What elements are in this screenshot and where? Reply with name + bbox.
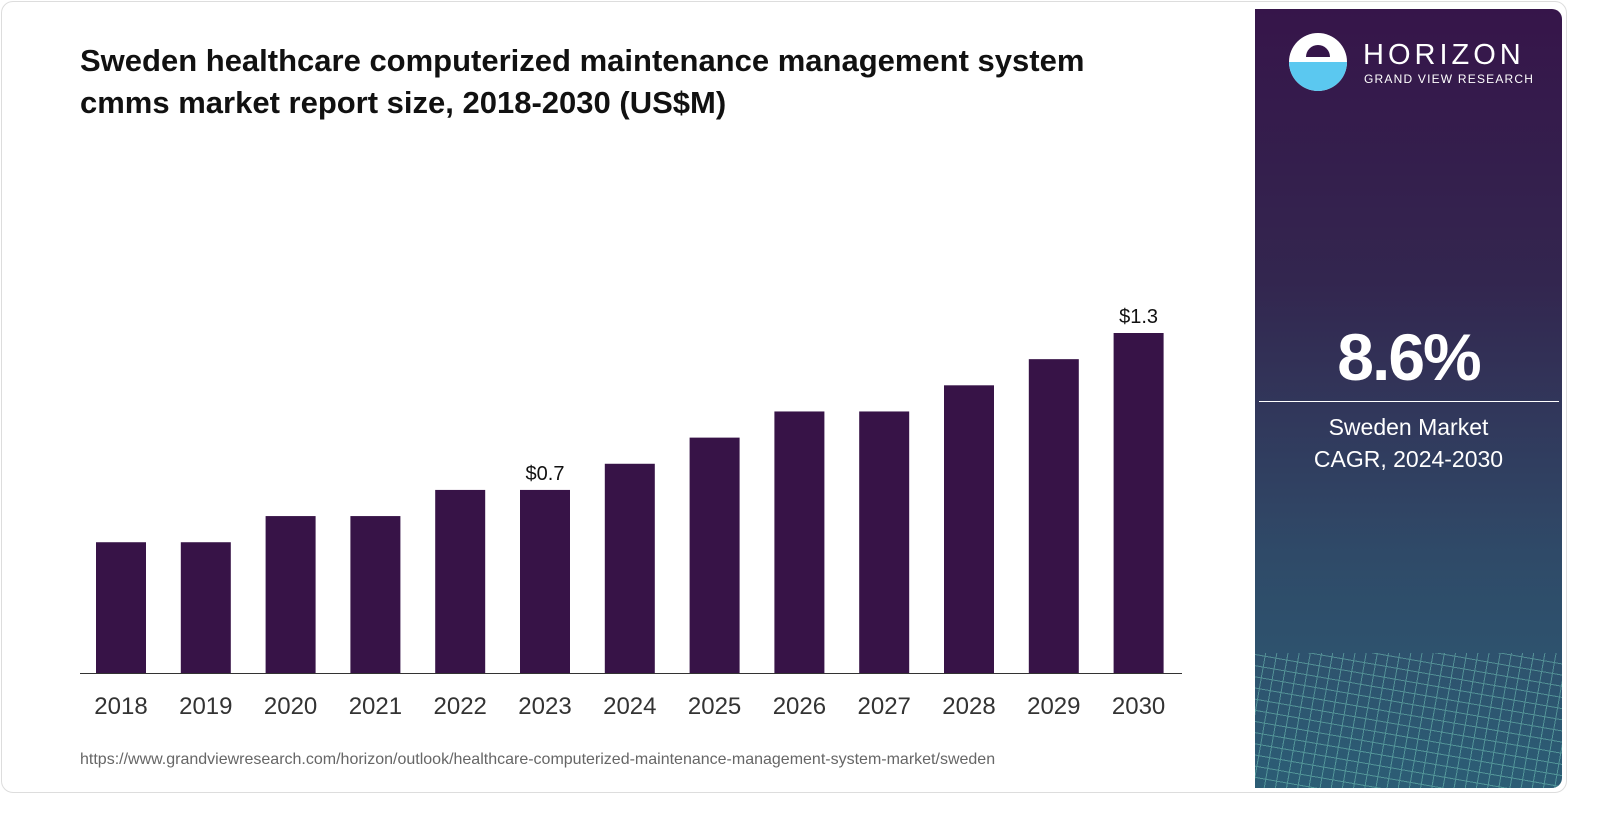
x-tick-label: 2030 xyxy=(1112,693,1165,720)
bar-2030 xyxy=(1113,333,1164,673)
x-tick-label: 2019 xyxy=(179,693,232,720)
bar-2025 xyxy=(689,437,740,673)
title-line-1: Sweden healthcare computerized maintenan… xyxy=(80,43,1085,78)
brand-name: HORIZON xyxy=(1363,39,1525,71)
cagr-label-line-1: Sweden Market xyxy=(1328,414,1489,440)
bar-2028 xyxy=(944,385,994,673)
bar-2022 xyxy=(435,489,486,673)
brand-subtitle: GRAND VIEW RESEARCH xyxy=(1364,72,1535,86)
cagr-label-line-2: CAGR, 2024-2030 xyxy=(1313,446,1504,472)
data-label: $0.7 xyxy=(526,463,565,485)
x-tick-label: 2024 xyxy=(603,693,656,720)
bar-2021 xyxy=(350,516,401,673)
chart-title: Sweden healthcare computerized maintenan… xyxy=(80,40,1160,124)
x-tick-label: 2029 xyxy=(1027,693,1080,720)
bar-2026 xyxy=(774,411,825,673)
x-tick-label: 2028 xyxy=(942,693,995,720)
data-label: $1.3 xyxy=(1119,306,1158,328)
x-tick-label: 2027 xyxy=(858,693,911,720)
x-tick-label: 2018 xyxy=(94,693,147,720)
bar-2018 xyxy=(96,542,146,673)
x-tick-label: 2025 xyxy=(688,693,741,720)
bar-chart: 2018 2019 2020 2021 2022 2023 $0.7 2024 2025 2026… xyxy=(80,306,1182,720)
cagr-value: 8.6% xyxy=(1337,320,1481,394)
side-panel: HORIZON GRAND VIEW RESEARCH 8.6% Sweden … xyxy=(1255,9,1562,788)
bar-2019 xyxy=(180,542,231,673)
divider xyxy=(1259,401,1559,402)
x-tick-label: 2026 xyxy=(773,693,826,720)
bar-2027 xyxy=(859,411,910,673)
bar-2024 xyxy=(604,463,655,673)
bar-2023 xyxy=(520,489,570,673)
source-url[interactable]: https://www.grandviewresearch.com/horizo… xyxy=(80,751,996,768)
horizon-logo-icon xyxy=(1289,33,1347,91)
x-tick-label: 2020 xyxy=(264,693,317,720)
wave-pattern xyxy=(1255,653,1562,788)
bar-2029 xyxy=(1028,359,1079,673)
cagr-label: Sweden Market CAGR, 2024-2030 xyxy=(1255,411,1562,475)
chart-card: Sweden healthcare computerized maintenan… xyxy=(1,1,1567,793)
x-tick-label: 2023 xyxy=(518,693,571,720)
x-tick-label: 2021 xyxy=(349,693,402,720)
x-tick-label: 2022 xyxy=(434,693,487,720)
bar-2020 xyxy=(265,516,316,673)
title-line-2: cmms market report size, 2018-2030 (US$M… xyxy=(80,85,727,120)
